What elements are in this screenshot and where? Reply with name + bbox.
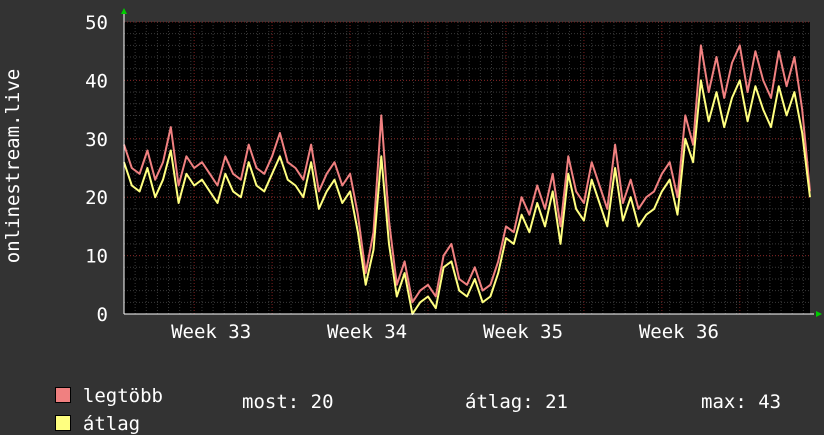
x-tick-label: Week 35 xyxy=(483,321,563,343)
y-tick-label: 20 xyxy=(85,187,108,209)
y-tick-label: 10 xyxy=(85,246,108,268)
stat-most-label: most: xyxy=(242,391,300,413)
x-tick-label: Week 33 xyxy=(171,321,251,343)
legend-label-avg: átlag xyxy=(82,413,141,435)
legend-item-avg: átlag xyxy=(32,391,140,435)
stat-most-value: 20 xyxy=(310,391,334,413)
stat-max-value: 43 xyxy=(758,391,782,413)
stat-max-label: max: xyxy=(701,391,747,413)
y-tick-label: 0 xyxy=(97,304,108,326)
y-tick-label: 40 xyxy=(85,70,108,92)
y-axis-arrow xyxy=(121,8,127,14)
stat-avg-label: átlag: xyxy=(465,391,534,413)
stat-avg: átlag: 21 xyxy=(465,391,568,413)
plot-area xyxy=(124,22,810,314)
series-line-1 xyxy=(123,79,811,315)
y-axis-label: onlinestream.live xyxy=(2,69,24,263)
y-tick-label: 30 xyxy=(85,129,108,151)
y-tick-label: 50 xyxy=(85,12,108,34)
legend-swatch-avg xyxy=(54,415,71,431)
x-axis-arrow xyxy=(816,311,822,317)
x-tick-label: Week 36 xyxy=(639,321,719,343)
stat-avg-value: 21 xyxy=(545,391,568,413)
stat-max: max: 43 xyxy=(701,391,781,413)
legend-swatch-max xyxy=(54,387,71,403)
stat-most: most: 20 xyxy=(242,391,334,413)
legend-label-max: legtöbb xyxy=(82,385,163,407)
legend-item-max: legtöbb xyxy=(32,363,163,407)
series-line-0 xyxy=(123,44,811,304)
x-tick-label: Week 34 xyxy=(327,321,407,343)
